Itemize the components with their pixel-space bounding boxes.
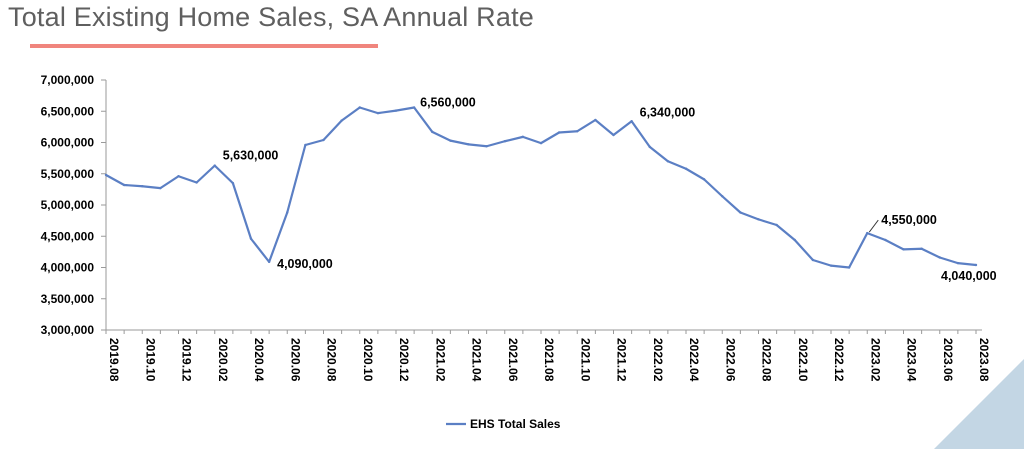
x-tick-label: 2020.08 bbox=[325, 338, 339, 382]
x-tick-label: 2020.04 bbox=[252, 338, 266, 382]
data-point bbox=[721, 195, 724, 198]
data-point bbox=[449, 139, 452, 142]
y-tick-label: 4,000,000 bbox=[41, 261, 95, 275]
data-point bbox=[340, 119, 343, 122]
data-point bbox=[739, 211, 742, 214]
data-point bbox=[775, 223, 778, 227]
x-tick-label: 2023.08 bbox=[977, 338, 991, 382]
data-point bbox=[412, 106, 416, 109]
data-label: 6,340,000 bbox=[640, 105, 696, 119]
data-point bbox=[358, 106, 361, 109]
x-tick-label: 2021.10 bbox=[578, 338, 592, 382]
data-point bbox=[938, 256, 941, 259]
data-point bbox=[376, 111, 380, 115]
x-tick-label: 2021.06 bbox=[506, 338, 520, 382]
x-tick-label: 2020.12 bbox=[397, 338, 411, 382]
data-point bbox=[304, 143, 307, 147]
x-tick-label: 2019.12 bbox=[180, 338, 194, 382]
chart-title: Total Existing Home Sales, SA Annual Rat… bbox=[8, 2, 534, 32]
series-line-ehs-total-sales bbox=[105, 106, 977, 269]
data-label: 4,090,000 bbox=[277, 257, 333, 271]
y-tick-label: 6,000,000 bbox=[41, 136, 95, 150]
data-point bbox=[467, 143, 470, 146]
x-tick-label: 2021.08 bbox=[542, 338, 556, 382]
title-underline bbox=[30, 44, 378, 48]
data-point bbox=[177, 175, 180, 178]
data-point bbox=[249, 237, 253, 240]
data-point bbox=[213, 164, 216, 167]
data-point bbox=[757, 218, 760, 221]
data-point bbox=[866, 231, 869, 235]
data-point bbox=[902, 248, 905, 251]
x-tick-label: 2020.06 bbox=[288, 338, 302, 382]
data-point bbox=[159, 186, 162, 190]
y-tick-label: 4,500,000 bbox=[41, 229, 95, 243]
data-point bbox=[122, 183, 126, 187]
legend-label: EHS Total Sales bbox=[470, 417, 561, 431]
x-tick-label: 2020.10 bbox=[361, 338, 375, 382]
x-tick-label: 2019.08 bbox=[107, 338, 121, 382]
data-point bbox=[431, 130, 434, 134]
data-point bbox=[322, 138, 325, 142]
data-label: 4,040,000 bbox=[941, 269, 997, 283]
data-point bbox=[920, 247, 923, 250]
data-point bbox=[394, 109, 398, 112]
data-point bbox=[485, 145, 488, 148]
data-point bbox=[666, 160, 670, 163]
y-tick-label: 7,000,000 bbox=[41, 73, 95, 87]
x-tick-label: 2020.02 bbox=[216, 338, 230, 382]
x-tick-label: 2022.02 bbox=[651, 338, 665, 382]
data-point bbox=[684, 167, 688, 170]
x-tick-label: 2021.04 bbox=[470, 338, 484, 382]
x-tick-label: 2023.02 bbox=[868, 338, 882, 382]
data-label: 4,550,000 bbox=[881, 213, 937, 227]
x-tick-label: 2022.06 bbox=[723, 338, 737, 382]
data-point bbox=[104, 173, 108, 177]
x-tick-label: 2022.08 bbox=[760, 338, 774, 382]
data-point bbox=[829, 264, 833, 267]
y-tick-label: 3,000,000 bbox=[41, 323, 95, 337]
y-tick-label: 5,000,000 bbox=[41, 198, 95, 212]
data-point bbox=[847, 266, 851, 269]
data-point bbox=[884, 238, 887, 242]
corner-decoration bbox=[934, 359, 1024, 449]
data-point bbox=[576, 130, 579, 133]
data-label: 6,560,000 bbox=[420, 96, 476, 110]
data-point bbox=[648, 145, 651, 149]
data-point bbox=[612, 133, 615, 137]
data-point bbox=[539, 141, 543, 145]
data-point bbox=[956, 261, 960, 265]
data-point bbox=[231, 181, 235, 185]
data-point bbox=[974, 263, 978, 267]
data-point bbox=[195, 181, 198, 184]
data-point bbox=[630, 120, 633, 123]
x-tick-label: 2022.10 bbox=[796, 338, 810, 382]
x-tick-label: 2021.12 bbox=[615, 338, 629, 382]
x-tick-label: 2021.02 bbox=[433, 338, 447, 382]
x-tick-label: 2023.04 bbox=[905, 338, 919, 382]
data-point bbox=[594, 118, 597, 122]
annotation-leader-line bbox=[868, 219, 879, 233]
x-tick-label: 2019.10 bbox=[143, 338, 157, 382]
data-label: 5,630,000 bbox=[223, 149, 279, 163]
y-tick-label: 6,500,000 bbox=[41, 104, 95, 118]
data-point bbox=[521, 135, 525, 139]
x-tick-label: 2023.06 bbox=[941, 338, 955, 382]
y-tick-label: 5,500,000 bbox=[41, 167, 95, 181]
x-tick-label: 2022.04 bbox=[687, 338, 701, 382]
data-point bbox=[702, 178, 706, 181]
data-point bbox=[141, 185, 144, 188]
data-point bbox=[793, 238, 796, 242]
x-tick-label: 2022.12 bbox=[832, 338, 846, 382]
y-tick-label: 3,500,000 bbox=[41, 292, 95, 306]
data-point bbox=[267, 260, 271, 264]
data-point bbox=[503, 140, 506, 143]
data-point bbox=[811, 258, 815, 262]
data-point bbox=[286, 211, 289, 214]
data-point bbox=[557, 131, 561, 134]
